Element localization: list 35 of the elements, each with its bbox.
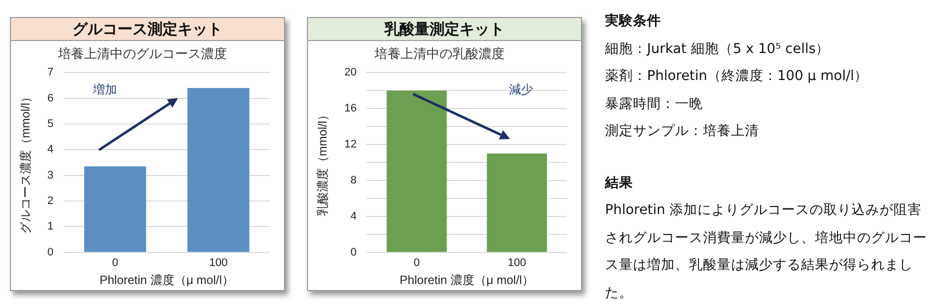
y-tick-label: 20	[344, 66, 357, 79]
x-axis-title: Phloretin 濃度（μ mol/l）	[400, 273, 534, 288]
text: 測定サンプル：培養上清	[605, 122, 760, 141]
chart-title: 乳酸量測定キット	[308, 18, 581, 41]
text: 細胞：Jurkat 細胞（5 x 10⁵ cells）	[605, 40, 831, 58]
y-tick-label: 4	[350, 210, 357, 222]
x-tick-label: 0	[112, 257, 118, 270]
text: 暴露時間：一晩	[605, 94, 704, 114]
annotation: 減少	[508, 82, 533, 97]
x-tick-label: 0	[414, 257, 420, 270]
y-tick-label: 3	[47, 169, 54, 182]
y-tick-label: 5	[47, 118, 54, 130]
y-tick-label: 0	[47, 246, 54, 258]
chart-subtitle: 培養上清中のグルコース濃度	[57, 46, 227, 62]
y-tick-label: 0	[350, 246, 357, 258]
chart-title: グルコース測定キット	[11, 18, 284, 41]
y-tick-label: 7	[47, 66, 54, 79]
y-axis-title: 乳酸濃度（mmol/l）	[316, 108, 330, 216]
text: Phloretin 添加によりグルコースの取り込みが阻害されグルコース消費量が減少し、培地中のグルコース量は増加、乳酸量は減少する結果が得られました。	[605, 201, 928, 302]
x-tick-label: 100	[209, 257, 228, 270]
y-axis-title: グルコース濃度（mmol/l）	[18, 90, 33, 234]
text: 結果	[605, 174, 634, 192]
y-tick-label: 6	[47, 92, 54, 104]
y-tick-label: 12	[344, 138, 357, 151]
annotation: 増加	[92, 82, 117, 97]
text: 薬剤：Phloretin（終濃度：100 μ mol/l）	[605, 67, 870, 86]
x-tick-label: 100	[508, 257, 526, 270]
y-tick-label: 2	[47, 195, 54, 208]
text: 実験条件	[605, 12, 662, 31]
y-tick-label: 8	[350, 174, 357, 187]
y-tick-label: 4	[47, 144, 54, 156]
chart-subtitle: 培養上清中の乳酸濃度	[374, 46, 504, 62]
y-tick-label: 16	[344, 102, 357, 115]
x-axis-title: Phloretin 濃度（μ mol/l）	[100, 273, 234, 288]
y-tick-label: 1	[47, 220, 54, 233]
